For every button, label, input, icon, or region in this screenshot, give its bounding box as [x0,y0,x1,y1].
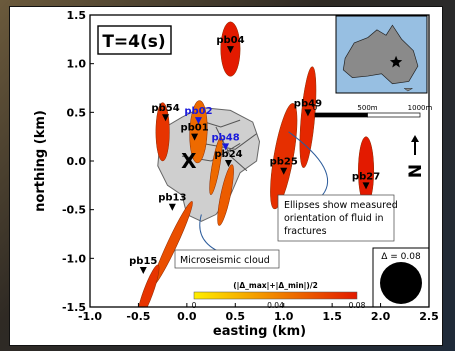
x-tick-label: -0.5 [126,310,150,323]
station-label: pb24 [214,149,242,160]
location-star-icon [389,55,403,68]
anisotropy-ellipse [270,103,298,210]
station-label: pb48 [211,132,239,143]
y-tick-label: -1.5 [62,301,86,314]
station-label: pb54 [151,103,179,114]
y-tick-label: 0.0 [67,155,87,168]
title-box [97,25,172,55]
station-marker [225,159,233,167]
colorbar-tick-label: 0 [192,301,197,310]
anisotropy-ellipse [299,66,317,168]
station-label: pb25 [270,157,298,168]
station-marker [162,114,170,122]
y-tick-label: 1.0 [67,58,87,71]
station-marker [139,267,147,275]
anisotropy-ellipse [189,100,208,164]
station-marker [304,109,312,117]
x-tick-label: 0.0 [177,310,197,323]
y-tick-label: -0.5 [62,204,86,217]
x-tick-label: 2.5 [419,310,439,323]
anisotropy-ellipse [136,264,160,307]
ellipses-note-line: Ellipses show measured [284,200,398,211]
station-marker [191,133,199,141]
station-marker [194,117,202,125]
figure-panel: pb04 pb49 pb54 pb02 pb01 pb48 pb24 pb25 pb27 pb13… [9,6,443,346]
station-label: pb02 [184,106,212,117]
station-label: pb01 [180,123,208,134]
y-axis-label: northing (km) [33,110,48,212]
colorbar-tick-label: 0.04 [267,301,284,310]
north-label: N [406,164,426,178]
scale-tick-label: 0 [313,104,317,112]
station-label: pb15 [129,256,157,267]
ellipses-note-line: orientation of fluid in [284,213,384,224]
y-tick-label: 0.5 [67,106,87,119]
ellipses-note-box [277,194,395,242]
ellipse-leader-line [288,131,329,196]
north-arrow-head [411,135,419,142]
ellipses-note-line: fractures [284,226,327,237]
scale-bar-black [314,112,368,118]
y-tick-label: 1.5 [67,9,87,22]
x-tick-label: 1.0 [274,310,294,323]
station-marker [226,46,234,54]
cloud-label-box [174,249,280,269]
event-x-marker: X [181,149,197,173]
tasmania-outline [403,88,414,92]
station-label: pb27 [352,171,380,182]
x-tick-label: -1.0 [78,310,102,323]
station-label: pb49 [294,98,322,109]
scale-circle [380,262,422,304]
station-label: pb13 [158,193,186,204]
colorbar-tick-label: 0.08 [349,301,366,310]
cloud-label: Microseismic cloud [180,255,270,266]
station-marker [280,167,288,175]
australia-outline [342,24,419,85]
x-axis-label: easting (km) [213,324,306,339]
anisotropy-ellipse [217,164,234,226]
fault-line [181,143,241,162]
scale-bar-white [367,112,421,118]
colorbar-title: (|Δ_max|+|Δ_min|)/2 [233,281,318,291]
station-label: pb04 [216,35,244,46]
scale-tick-label: 500m [357,104,377,112]
chart-title: T=4(s) [102,32,165,52]
y-tick-label: -1.0 [62,252,86,265]
station-marker [222,143,230,151]
anisotropy-ellipse [209,136,223,195]
scale-circle-label: Δ = 0.08 [381,252,421,262]
scale-tick-label: 1000m [408,104,433,112]
x-tick-label: 0.5 [226,310,246,323]
fault-line [215,126,248,172]
x-tick-label: 1.5 [322,310,342,323]
station-marker [168,203,176,211]
colorbar [193,291,358,300]
station-marker [362,182,370,190]
x-tick-label: 2.0 [371,310,391,323]
